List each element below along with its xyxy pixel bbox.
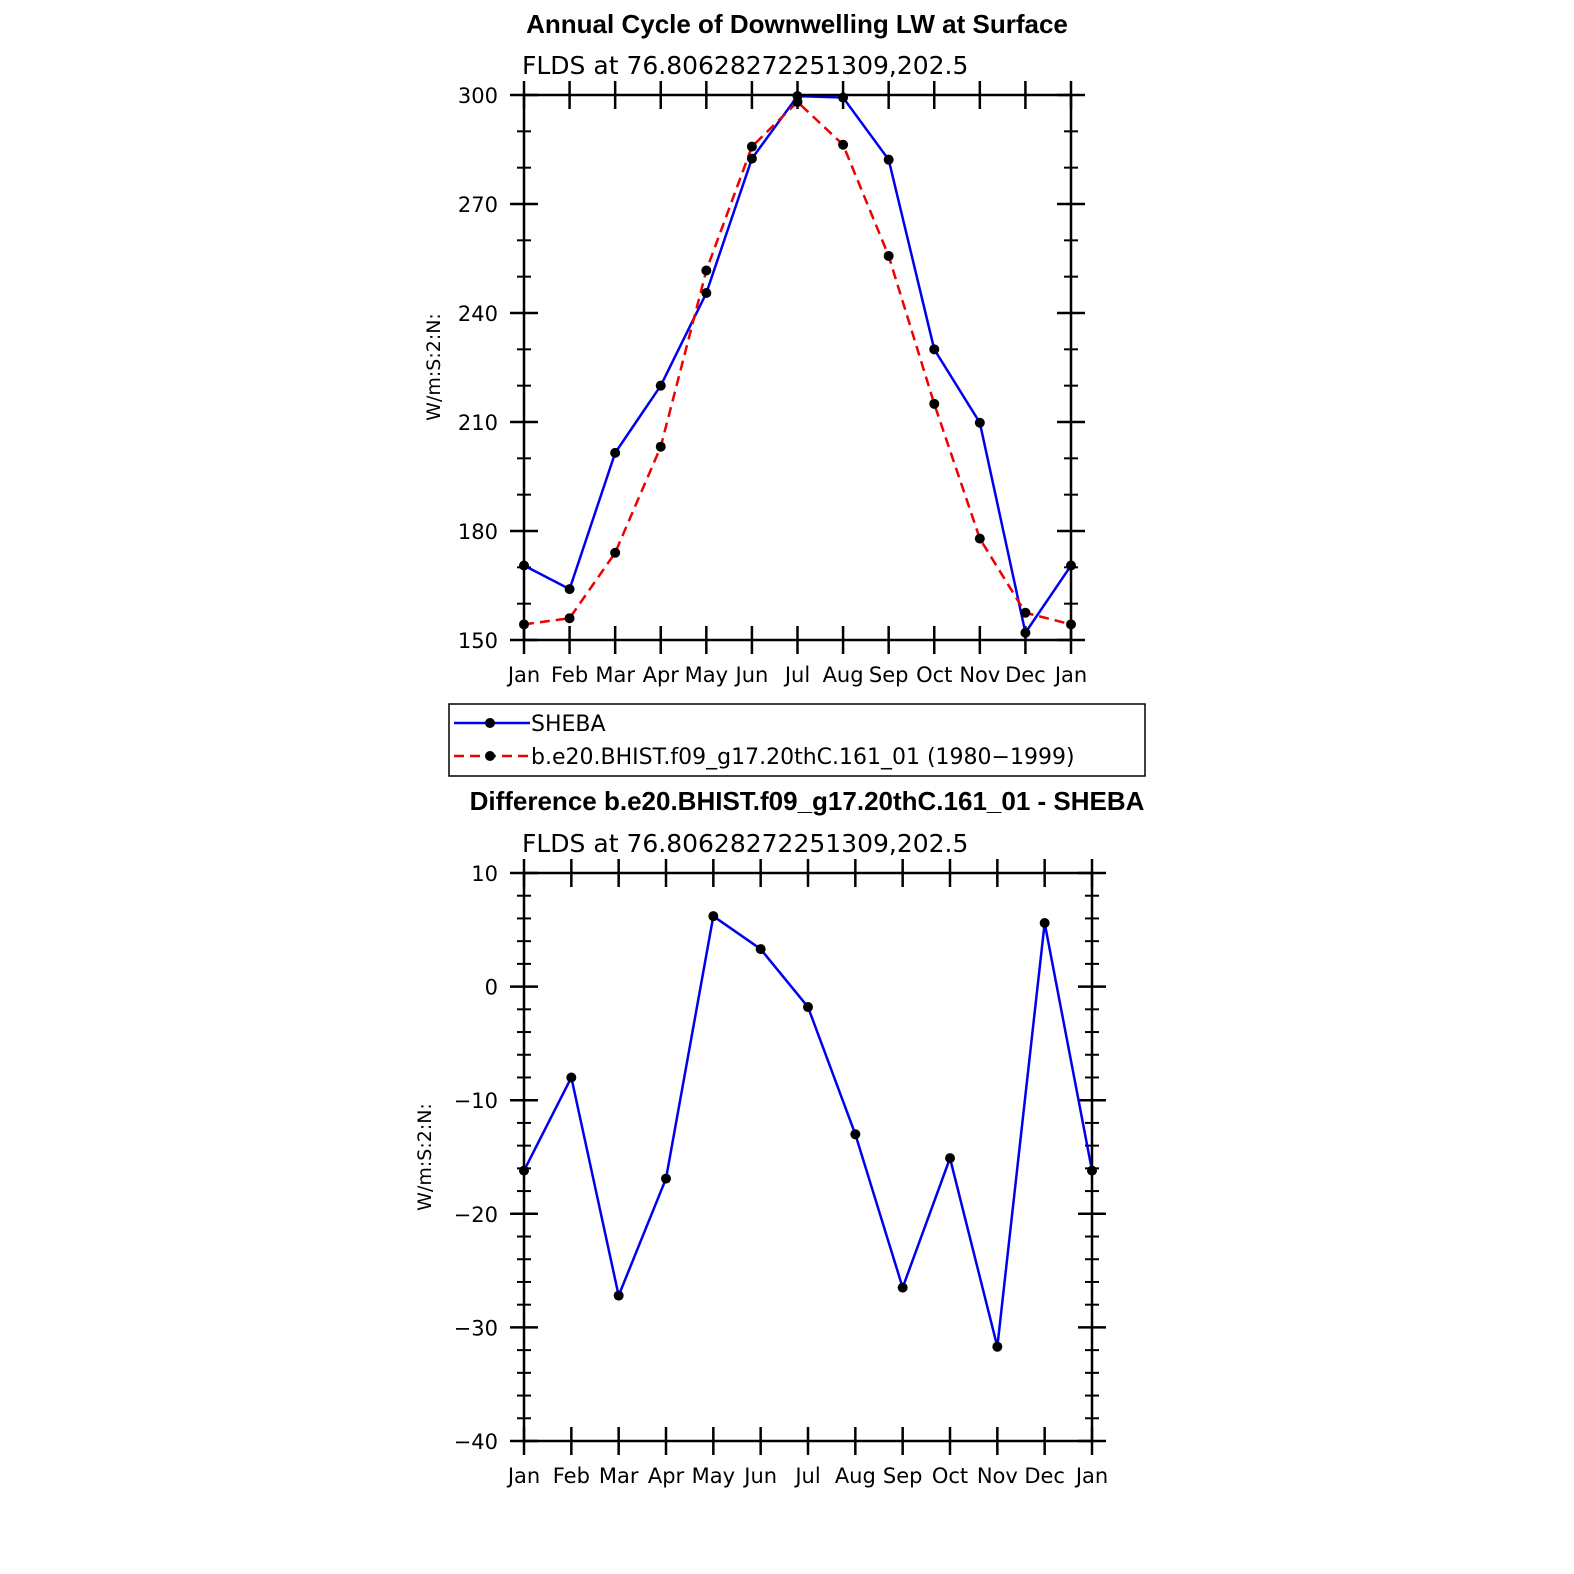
data-point	[850, 1129, 861, 1140]
data-point	[564, 584, 575, 595]
data-point	[974, 533, 985, 544]
x-tick-label: Oct	[916, 663, 952, 687]
legend-marker	[485, 751, 495, 761]
data-point	[1020, 627, 1031, 638]
x-tick-label: Sep	[883, 1464, 923, 1488]
data-point	[945, 1153, 955, 1164]
legend-label-sheba: SHEBA	[531, 712, 606, 737]
x-tick-label: Sep	[869, 663, 909, 687]
x-tick-label: Dec	[1005, 663, 1046, 687]
x-tick-label: May	[692, 1464, 735, 1488]
x-tick-label: Dec	[1024, 1464, 1065, 1488]
x-tick-label: Jun	[734, 663, 769, 687]
data-point	[974, 417, 985, 428]
chart-subtitle: FLDS at 76.80628272251309,202.5	[522, 829, 968, 858]
y-tick-label: 270	[458, 193, 498, 217]
y-tick-label: 300	[458, 84, 498, 108]
data-point	[1020, 607, 1031, 618]
data-point	[746, 141, 757, 152]
x-tick-label: Apr	[643, 663, 680, 687]
x-tick-label: Jan	[506, 663, 540, 687]
x-tick-label: Jun	[742, 1464, 777, 1488]
y-tick-label: 150	[458, 629, 498, 653]
y-tick-label: −10	[454, 1089, 498, 1113]
y-tick-label: 10	[471, 862, 498, 886]
chart-subtitle: FLDS at 76.80628272251309,202.5	[522, 51, 968, 80]
y-tick-label: 240	[458, 302, 498, 326]
x-tick-label: Jul	[783, 663, 810, 687]
data-point	[755, 944, 766, 955]
data-point	[897, 1282, 908, 1293]
x-tick-label: May	[685, 663, 728, 687]
y-tick-label: 0	[485, 976, 498, 1000]
x-tick-label: Nov	[959, 663, 1000, 687]
series-line-1	[523, 100, 1072, 626]
legend-entry-sheba: SHEBA	[454, 712, 606, 737]
x-tick-label: Jan	[506, 1464, 540, 1488]
data-point	[613, 1290, 624, 1301]
difference-chart: Difference b.e20.BHIST.f09_g17.20thC.161…	[414, 786, 1145, 1488]
x-tick-label: Jan	[1074, 1464, 1108, 1488]
axes-ticks: Jan Feb Mar Apr May Jun Jul Aug Sep Oct Nov Dec Jan−…	[454, 859, 1108, 1488]
x-tick-label: Mar	[599, 1464, 639, 1488]
axes-ticks: Jan Feb Mar Apr May Jun Jul Aug Sep Oct Nov Dec Jan 1…	[458, 81, 1087, 687]
data-point	[655, 441, 666, 452]
series-line-0	[522, 914, 1094, 1348]
data-point	[929, 398, 940, 409]
plot-frame	[522, 871, 1094, 1443]
legend-marker	[485, 718, 495, 728]
y-axis-label: W/m:S:2:N:	[414, 1103, 436, 1211]
data-point	[564, 613, 575, 624]
data-point	[746, 153, 757, 164]
series-layer	[519, 91, 1076, 638]
data-point	[992, 1341, 1003, 1352]
series-layer	[519, 911, 1097, 1352]
y-tick-label: −20	[454, 1203, 498, 1227]
data-point	[661, 1173, 671, 1184]
y-axis-label: W/m:S:2:N:	[423, 313, 445, 421]
x-tick-label: Feb	[551, 663, 588, 687]
x-tick-label: Nov	[977, 1464, 1018, 1488]
legend-label-model: b.e20.BHIST.f09_g17.20thC.161_01 (1980−1…	[531, 745, 1075, 770]
data-point	[792, 96, 803, 107]
y-tick-label: −30	[454, 1316, 498, 1340]
data-point	[883, 250, 894, 261]
data-point	[701, 288, 712, 299]
series-line-0	[523, 94, 1073, 636]
y-tick-label: 180	[458, 520, 498, 544]
legend: SHEBA b.e20.BHIST.f09_g17.20thC.161_01 (…	[448, 703, 1146, 777]
data-point	[883, 154, 894, 165]
chart-title: Difference b.e20.BHIST.f09_g17.20thC.161…	[470, 786, 1145, 816]
x-tick-label: Jul	[793, 1464, 820, 1488]
y-tick-label: −40	[454, 1430, 498, 1454]
data-point	[838, 139, 849, 150]
plot-frame	[522, 93, 1073, 642]
data-point	[566, 1072, 577, 1083]
data-point	[610, 547, 621, 558]
data-point	[929, 344, 940, 355]
data-point	[610, 447, 621, 458]
x-tick-label: Feb	[553, 1464, 590, 1488]
chart-title: Annual Cycle of Downwelling LW at Surfac…	[526, 9, 1068, 39]
data-point	[708, 911, 719, 922]
data-point	[655, 380, 666, 391]
legend-box	[448, 703, 1146, 777]
annual-cycle-chart: Annual Cycle of Downwelling LW at Surfac…	[423, 9, 1087, 687]
y-tick-label: 210	[458, 411, 498, 435]
x-tick-label: Apr	[648, 1464, 685, 1488]
x-tick-label: Aug	[823, 663, 864, 687]
legend-entry-model: b.e20.BHIST.f09_g17.20thC.161_01 (1980−1…	[454, 745, 1075, 770]
x-tick-label: Aug	[835, 1464, 876, 1488]
data-point	[701, 265, 712, 276]
data-point	[803, 1002, 813, 1013]
x-tick-label: Mar	[595, 663, 635, 687]
x-tick-label: Oct	[932, 1464, 968, 1488]
data-point	[1039, 917, 1050, 928]
x-tick-label: Jan	[1053, 663, 1087, 687]
